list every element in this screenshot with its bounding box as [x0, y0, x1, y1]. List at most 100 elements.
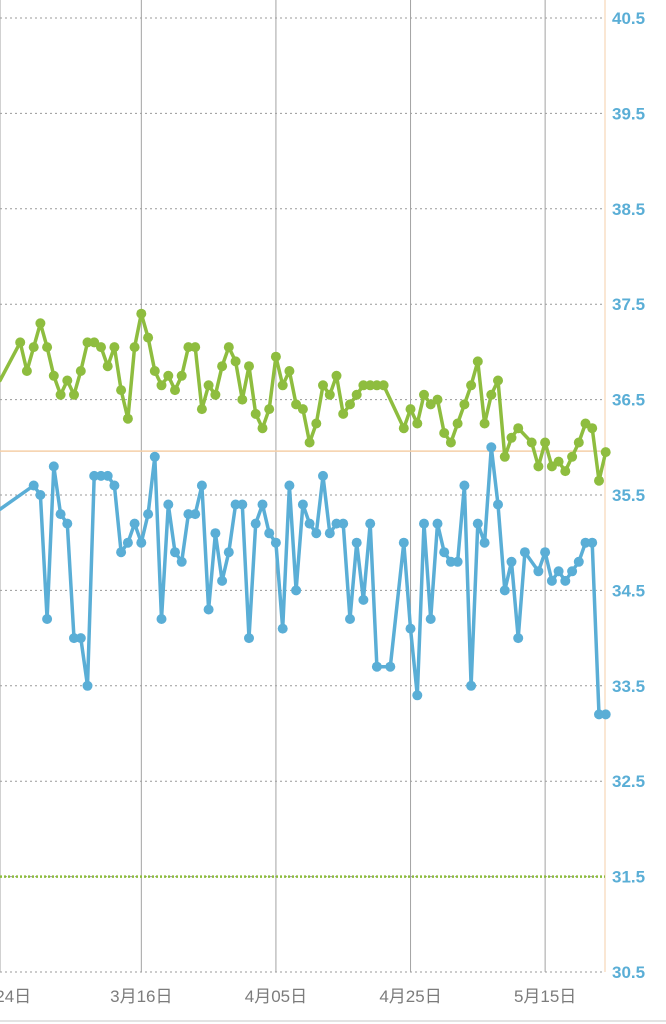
lower-data-point — [371, 661, 382, 672]
upper-data-point — [526, 437, 537, 448]
x-tick-label: 2月24日 — [0, 987, 31, 1006]
y-tick-label: 40.5 — [612, 9, 645, 28]
upper-data-point — [513, 423, 524, 434]
upper-data-point — [170, 385, 180, 396]
upper-data-point — [42, 342, 53, 353]
lower-data-point — [513, 633, 524, 644]
lower-data-point — [466, 680, 477, 691]
upper-data-point — [163, 370, 174, 381]
lower-data-point — [35, 490, 46, 500]
lower-data-point — [163, 499, 174, 510]
upper-data-point — [398, 423, 409, 434]
upper-data-point — [324, 389, 335, 400]
lower-data-point — [102, 470, 113, 481]
lower-data-point — [560, 575, 571, 586]
lower-data-point — [170, 547, 180, 558]
upper-data-point — [351, 389, 362, 400]
x-tick-label: 5月15日 — [514, 987, 576, 1006]
upper-data-point — [143, 332, 154, 343]
upper-data-point — [587, 423, 598, 434]
y-tick-label: 32.5 — [612, 772, 645, 791]
upper-data-point — [560, 466, 571, 477]
upper-data-point — [419, 389, 429, 400]
lower-data-point — [217, 575, 228, 586]
lower-data-point — [75, 633, 86, 644]
lower-data-point — [324, 528, 335, 539]
upper-data-point — [432, 394, 443, 405]
upper-data-point — [264, 404, 275, 415]
lower-data-point — [122, 537, 133, 548]
lower-data-point — [149, 451, 160, 462]
lower-data-point — [190, 509, 201, 520]
upper-data-point — [196, 404, 207, 415]
upper-data-point — [48, 370, 59, 381]
lower-data-point — [351, 537, 362, 548]
lower-data-point — [291, 585, 302, 596]
lower-data-point — [237, 499, 248, 510]
upper-data-point — [257, 423, 268, 434]
lower-data-point — [250, 518, 261, 529]
lower-data-point — [405, 623, 416, 634]
lower-data-point — [297, 499, 308, 510]
x-axis: 2月24日 3月16日 4月05日 4月25日 5月15日 — [0, 987, 576, 1006]
lower-data-point — [345, 614, 355, 624]
lower-data-point — [493, 499, 503, 510]
y-tick-label: 39.5 — [612, 104, 645, 123]
lower-data-point — [432, 518, 443, 529]
upper-data-point — [459, 399, 470, 410]
lower-data-point — [600, 709, 611, 720]
lower-data-point — [506, 556, 517, 567]
lower-data-point — [223, 547, 234, 558]
lower-data-point — [304, 518, 315, 529]
upper-data-point — [452, 418, 463, 429]
upper-data-point — [331, 370, 342, 381]
lower-data-point — [82, 680, 93, 691]
x-tick-label: 3月16日 — [110, 987, 172, 1006]
lower-data-point — [264, 528, 275, 539]
upper-data-point — [244, 361, 254, 372]
upper-data-point — [223, 342, 234, 353]
upper-data-point — [136, 308, 147, 319]
upper-data-point — [311, 418, 322, 429]
lower-data-point — [567, 566, 578, 577]
y-tick-label: 33.5 — [612, 677, 645, 696]
lower-data-point — [203, 604, 214, 615]
y-axis: 40.5 39.5 38.5 37.5 36.5 35.5 34.5 33.5 32.5 31.5… — [612, 9, 645, 982]
chart-series — [0, 308, 611, 720]
y-tick-label: 37.5 — [612, 295, 645, 314]
upper-data-point — [439, 428, 450, 438]
upper-data-point — [190, 342, 201, 353]
y-tick-label: 31.5 — [612, 868, 645, 887]
upper-data-point — [122, 413, 133, 424]
upper-data-point — [176, 370, 187, 381]
lower-data-point — [311, 528, 322, 539]
lower-data-point — [156, 614, 167, 624]
upper-data-point — [250, 408, 261, 419]
lower-data-point — [553, 566, 564, 577]
y-tick-label: 38.5 — [612, 200, 645, 219]
lower-data-point — [479, 537, 490, 548]
lower-data-point — [277, 623, 288, 634]
upper-data-point — [486, 389, 497, 400]
upper-data-point — [594, 475, 604, 486]
lower-data-point — [365, 518, 376, 529]
upper-data-point — [493, 375, 503, 386]
upper-data-point — [412, 418, 423, 429]
y-tick-label: 35.5 — [612, 486, 645, 505]
y-tick-label: 34.5 — [612, 581, 645, 600]
upper-data-point — [472, 356, 483, 367]
lower-data-point — [338, 518, 349, 529]
upper-data-point — [237, 394, 248, 405]
upper-data-point — [277, 380, 288, 391]
lower-data-point — [419, 518, 429, 529]
lower-data-point — [244, 633, 254, 644]
upper-data-point — [15, 337, 26, 348]
upper-data-point — [21, 366, 32, 376]
upper-data-point — [466, 380, 477, 391]
lower-data-point — [270, 537, 281, 548]
upper-data-point — [69, 389, 79, 400]
upper-data-point — [378, 380, 389, 391]
lower-data-point — [587, 537, 598, 548]
lower-data-point — [533, 566, 544, 577]
